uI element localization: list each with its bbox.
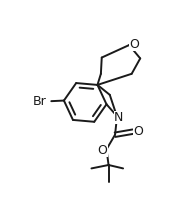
Text: N: N bbox=[114, 111, 123, 124]
Text: O: O bbox=[98, 144, 108, 157]
Text: Br: Br bbox=[32, 95, 46, 108]
Text: O: O bbox=[129, 38, 139, 51]
Text: O: O bbox=[133, 125, 143, 138]
